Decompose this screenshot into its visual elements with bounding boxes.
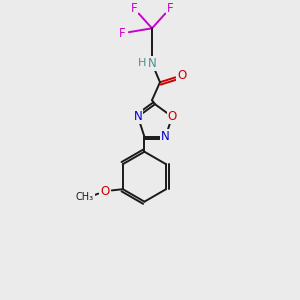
Text: N: N bbox=[134, 110, 142, 123]
Text: F: F bbox=[119, 27, 125, 40]
Text: F: F bbox=[167, 2, 173, 15]
Text: O: O bbox=[100, 185, 110, 198]
Text: N: N bbox=[161, 130, 170, 143]
Text: O: O bbox=[177, 69, 187, 82]
Text: CH₃: CH₃ bbox=[76, 192, 94, 202]
Text: O: O bbox=[167, 110, 177, 123]
Text: H: H bbox=[138, 58, 146, 68]
Text: N: N bbox=[148, 57, 156, 70]
Text: F: F bbox=[131, 2, 137, 15]
